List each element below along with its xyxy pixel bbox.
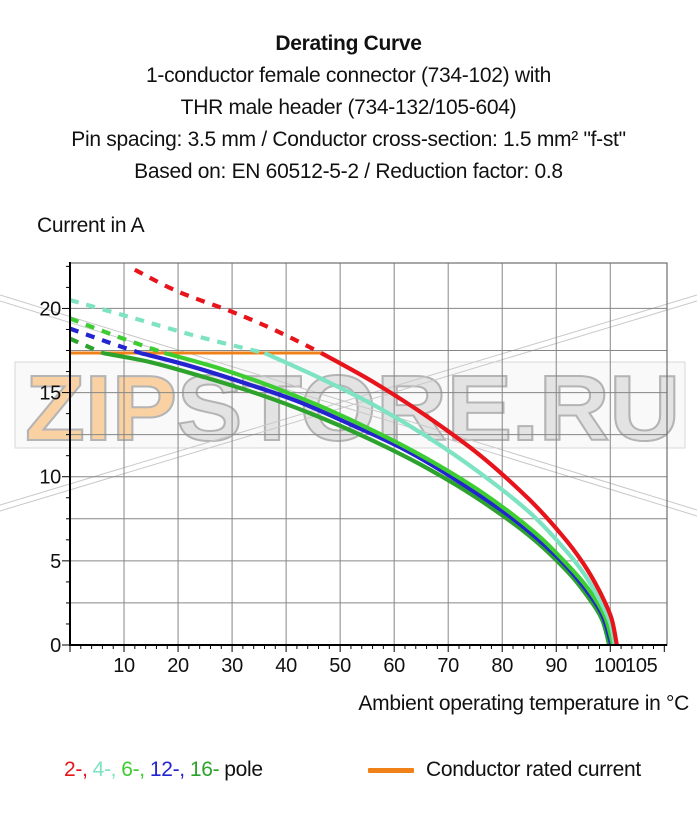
- legend-pole-item: 16-: [189, 758, 220, 781]
- rated-current-legend: Conductor rated current: [368, 758, 641, 782]
- x-tick-label-105: 105: [625, 655, 658, 677]
- chart-subtitle-line-4: Based on: EN 60512-5-2 / Reduction facto…: [134, 160, 563, 183]
- watermark-hairlines: [0, 294, 697, 517]
- y-tick-label-10: 10: [39, 467, 61, 489]
- y-axis-title: Current in A: [37, 214, 145, 237]
- legend-pole-item: 2-,: [64, 758, 88, 781]
- legend-pole-item: 4-,: [92, 758, 117, 781]
- chart-subtitle-line-2: THR male header (734-132/105-604): [180, 96, 517, 119]
- curve-6-pole: [163, 350, 616, 646]
- curve-4-pole: [263, 351, 617, 646]
- y-tick-label-15: 15: [39, 383, 61, 405]
- curve-12-pole: [139, 350, 614, 646]
- x-tick-label-100: 100: [594, 655, 627, 677]
- curve-6-pole-dashed: [69, 316, 166, 355]
- chart-subtitle-line-1: 1-conductor female connector (734-102) w…: [146, 64, 551, 87]
- x-tick-label-60: 60: [383, 655, 405, 677]
- legend-pole-item: 6-,: [121, 758, 145, 781]
- curve-16-pole-dashed: [69, 336, 104, 355]
- curve-2-pole: [320, 351, 619, 646]
- watermark: ZIPSTORE.RU: [14, 355, 686, 461]
- chart-subtitle-line-3: Pin spacing: 3.5 mm / Conductor cross-se…: [71, 128, 626, 151]
- x-tick-label-80: 80: [491, 655, 513, 677]
- x-tick-label-50: 50: [329, 655, 351, 677]
- x-axis-title: Ambient operating temperature in °C: [358, 692, 689, 715]
- chart-header: Derating Curve 1-conductor female connec…: [0, 28, 697, 188]
- x-tick-label-40: 40: [275, 655, 297, 677]
- axis-ticks: [62, 265, 665, 652]
- curve-12-pole-dashed: [69, 326, 141, 355]
- y-tick-label-20: 20: [39, 298, 61, 320]
- x-tick-label-10: 10: [113, 655, 135, 677]
- curve-2-pole-dashed: [133, 267, 323, 355]
- gridlines: [70, 263, 667, 645]
- x-tick-label-70: 70: [437, 655, 459, 677]
- curves: [69, 267, 619, 646]
- curve-4-pole-dashed: [69, 297, 265, 356]
- chart-title: Derating Curve: [275, 32, 422, 55]
- pole-legend: 2-, 4-, 6-, 12-, 16- pole: [64, 758, 268, 782]
- legend-pole-suffix: pole: [224, 758, 263, 781]
- x-tick-label-90: 90: [545, 655, 567, 677]
- y-tick-label-5: 5: [50, 551, 61, 573]
- rated-current-label: Conductor rated current: [426, 758, 641, 781]
- curve-16-pole: [101, 350, 612, 646]
- x-tick-label-30: 30: [221, 655, 243, 677]
- y-tick-label-0: 0: [50, 635, 61, 657]
- watermark-text: ZIPSTORE.RU: [25, 356, 680, 460]
- rated-current-line-swatch: [368, 767, 414, 773]
- x-tick-label-20: 20: [167, 655, 189, 677]
- legend-pole-item: 12-,: [149, 758, 185, 781]
